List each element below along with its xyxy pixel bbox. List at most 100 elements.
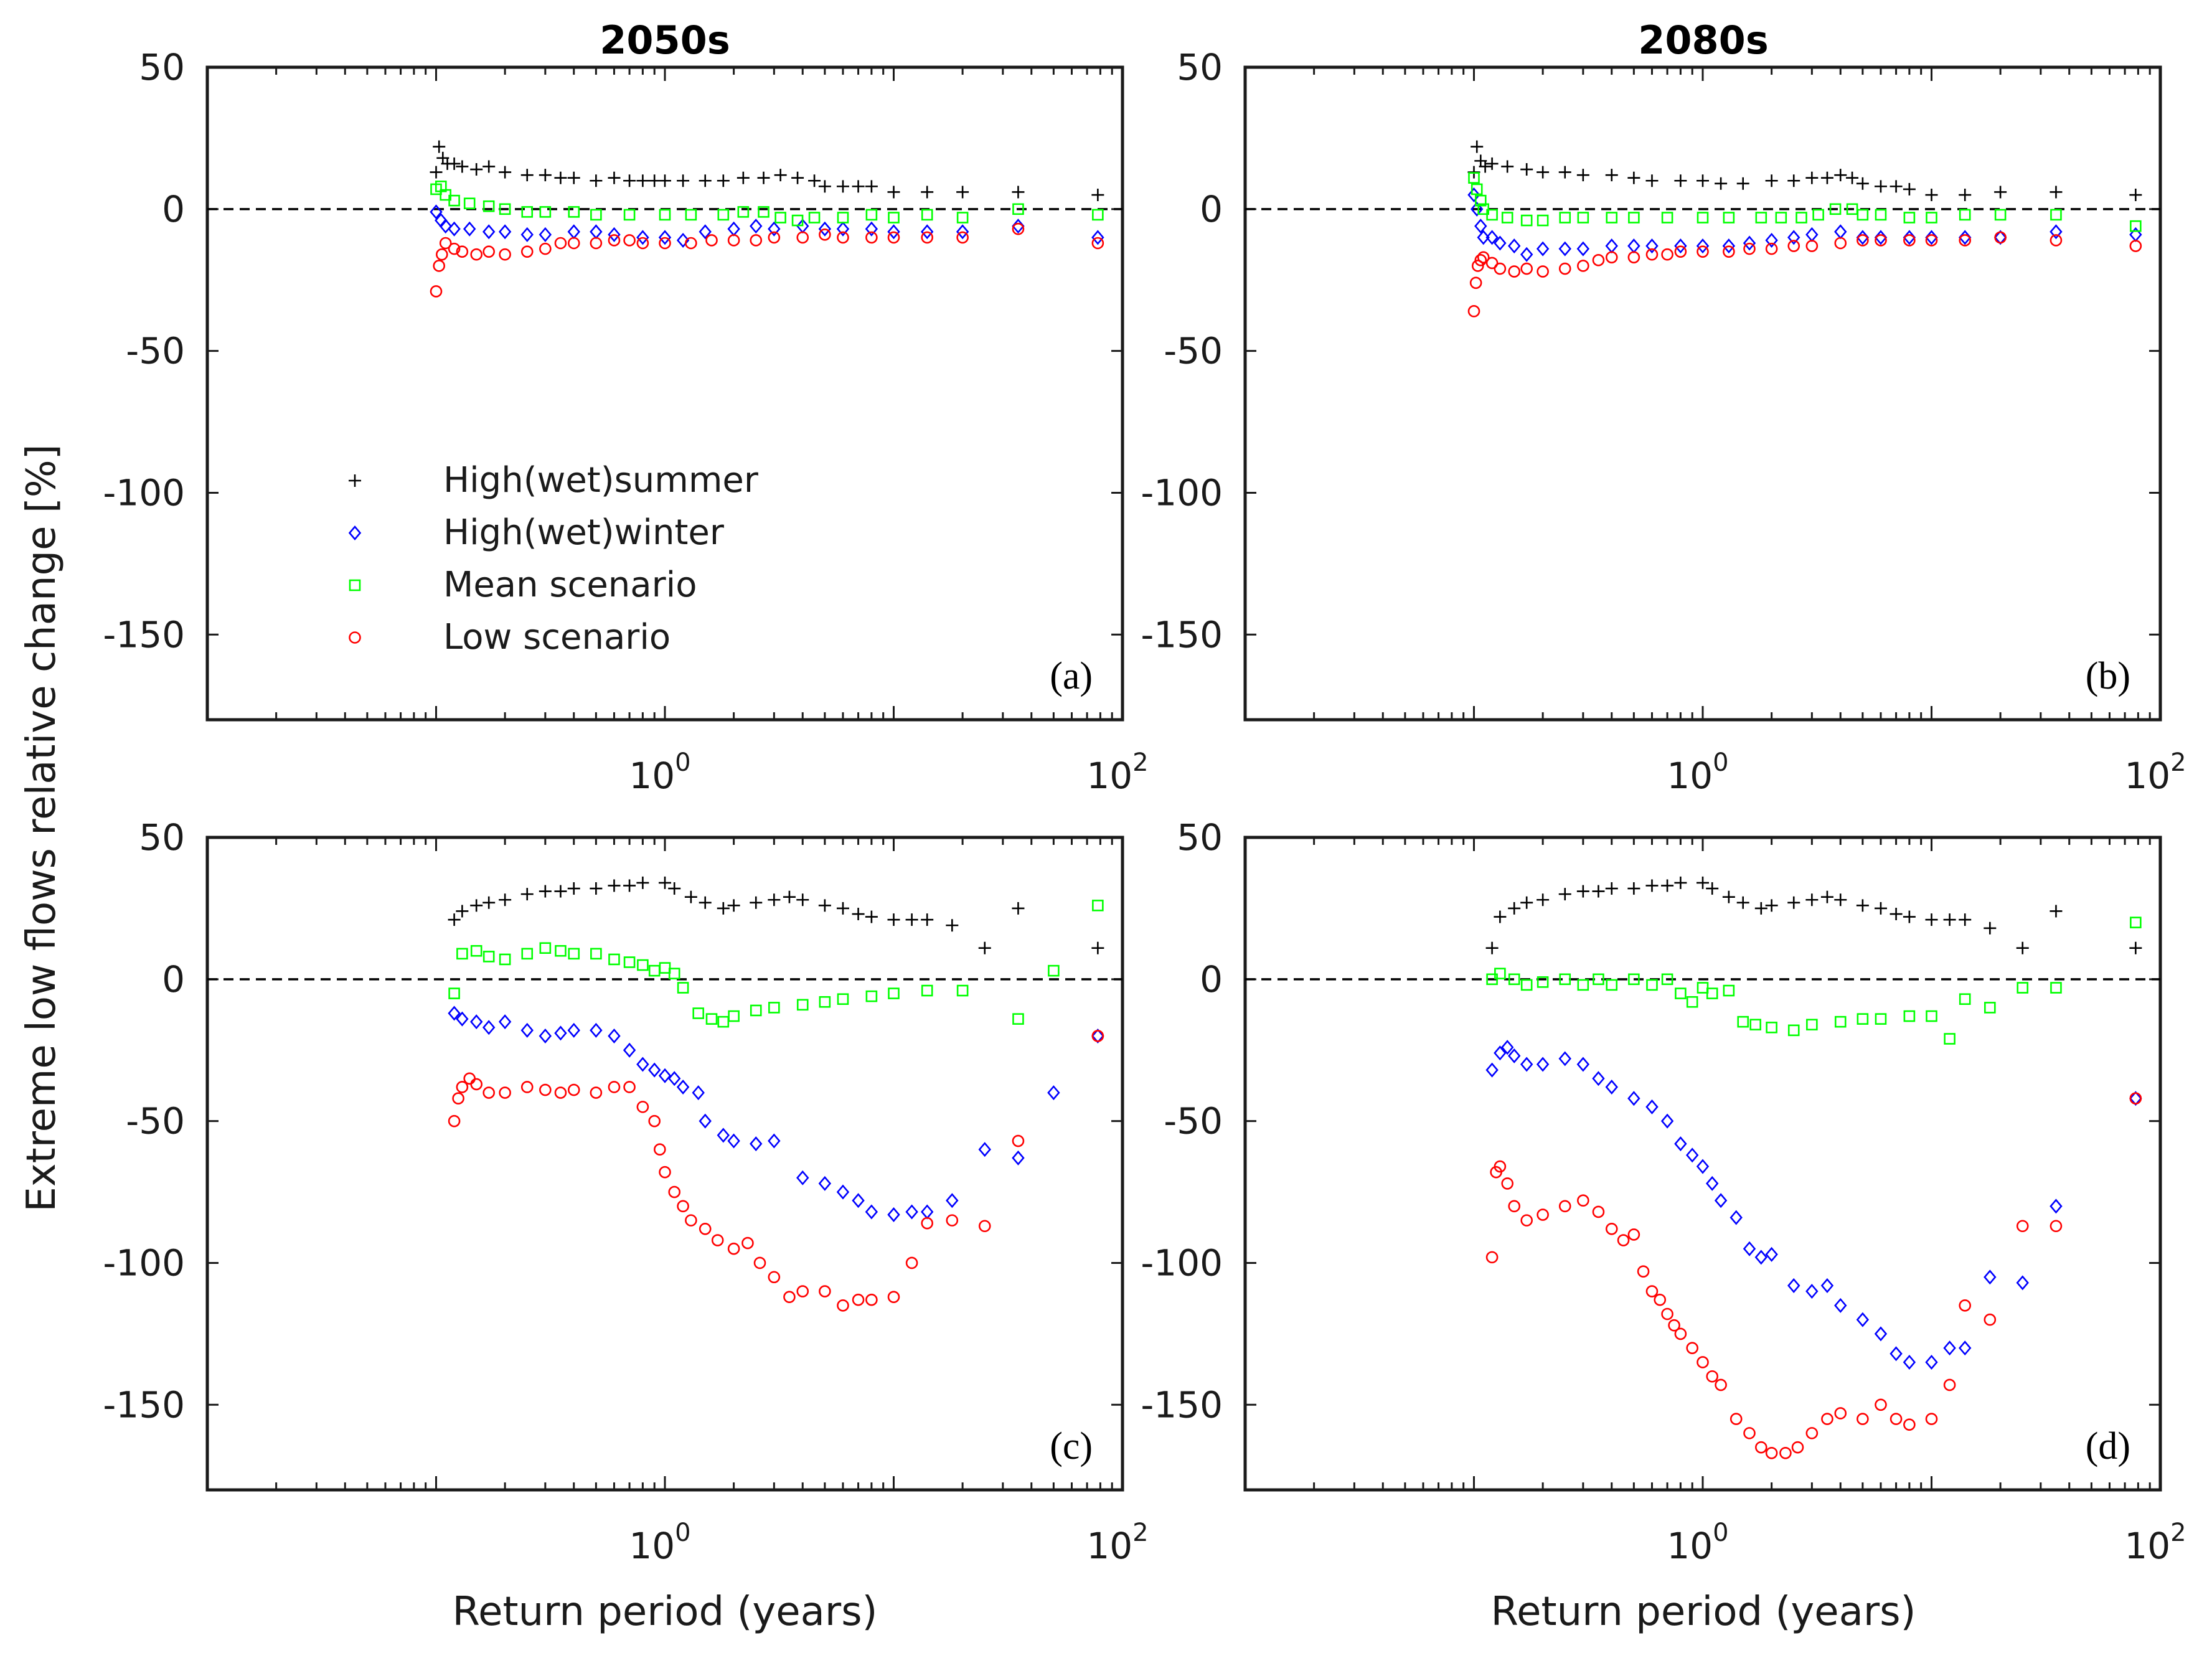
data-point [1943,913,1956,926]
data-point [539,1083,552,1096]
data-point [659,962,671,974]
data-point [865,910,878,923]
data-point [774,212,786,224]
data-point [685,237,697,250]
data-point [1856,899,1869,912]
data-point [499,248,511,261]
data-point [852,1293,865,1306]
data-point [1645,238,1659,254]
data-point [1537,166,1550,179]
data-point [2129,240,2142,252]
data-point [1736,896,1749,909]
data-point [2129,941,2142,954]
data-point [1846,171,1859,184]
data-point [590,209,602,221]
data-point [1485,157,1499,170]
data-point [636,237,649,250]
data-point [1537,214,1549,227]
data-point [1984,1002,1996,1014]
data-point [1994,186,2007,199]
data-point [1520,896,1533,909]
panel-letter: (d) [2086,1425,2130,1467]
data-point [837,231,849,244]
plot-frame [1243,836,2162,1492]
data-point [623,234,636,247]
data-point [676,1079,690,1095]
data-point [1730,1210,1743,1225]
data-point [1559,212,1571,224]
data-point [1617,1234,1630,1246]
data-point [554,1025,567,1041]
data-point [768,221,781,237]
data-point [1627,882,1640,895]
data-point [1743,242,1756,255]
data-point [1765,1246,1778,1262]
data-point [796,893,809,907]
data-point [1875,1398,1887,1411]
data-point [1494,1160,1507,1173]
data-point [1012,1013,1024,1025]
data-point [1485,230,1499,245]
y-tick-label: 0 [162,958,185,1001]
data-point [482,200,495,212]
data-point [499,893,512,907]
data-point [567,237,580,250]
data-point [1091,230,1104,245]
data-point [1558,166,1571,179]
data-point [608,227,621,242]
data-point [1805,240,1819,252]
data-point [705,234,718,247]
data-point [1477,251,1490,264]
data-point [470,1014,483,1030]
data-point [717,1128,730,1143]
data-point [482,245,495,258]
data-point [818,1175,832,1191]
data-point [1494,968,1506,980]
panel-letter: (b) [2086,655,2130,697]
legend-marker [349,631,361,644]
data-point [1012,1150,1025,1166]
data-point [768,231,781,244]
data-point [554,237,567,250]
data-point [1903,1354,1916,1370]
data-point [439,237,452,250]
data-point [636,174,649,187]
data-point [717,1015,730,1028]
data-point [1856,177,1869,190]
data-point [1661,879,1674,892]
markers [1467,140,2142,318]
data-point [658,1068,672,1083]
data-point [1592,1071,1605,1086]
data-point [808,212,821,224]
data-point [1697,212,1709,224]
data-point [1787,174,1800,187]
y-tick-label: 50 [139,46,185,88]
data-point [1834,224,1847,240]
data-point [1520,214,1533,227]
data-point [1576,1057,1590,1072]
data-point [1805,1427,1819,1439]
data-point [1576,169,1589,182]
data-point [1654,1293,1667,1306]
data-point [1787,230,1800,245]
data-point [1012,1134,1025,1147]
data-point [705,1013,718,1025]
data-point [448,987,460,999]
data-point [1736,177,1749,190]
y-tick-label: 0 [1200,188,1223,230]
data-point [590,948,602,960]
data-point [1477,230,1490,245]
data-point [636,230,649,245]
data-point [677,982,689,994]
data-point [905,1256,918,1269]
data-point [1685,1147,1699,1163]
data-point [1737,1015,1749,1028]
data-point [520,169,534,182]
data-point [677,1200,689,1213]
data-point [659,237,671,250]
data-point [2050,209,2062,221]
y-tick-label: -50 [126,330,185,372]
data-point [819,228,831,241]
panel-a: 100 102 50 0 -50 -100 -150 (a) [103,46,1148,797]
data-point [818,221,832,237]
